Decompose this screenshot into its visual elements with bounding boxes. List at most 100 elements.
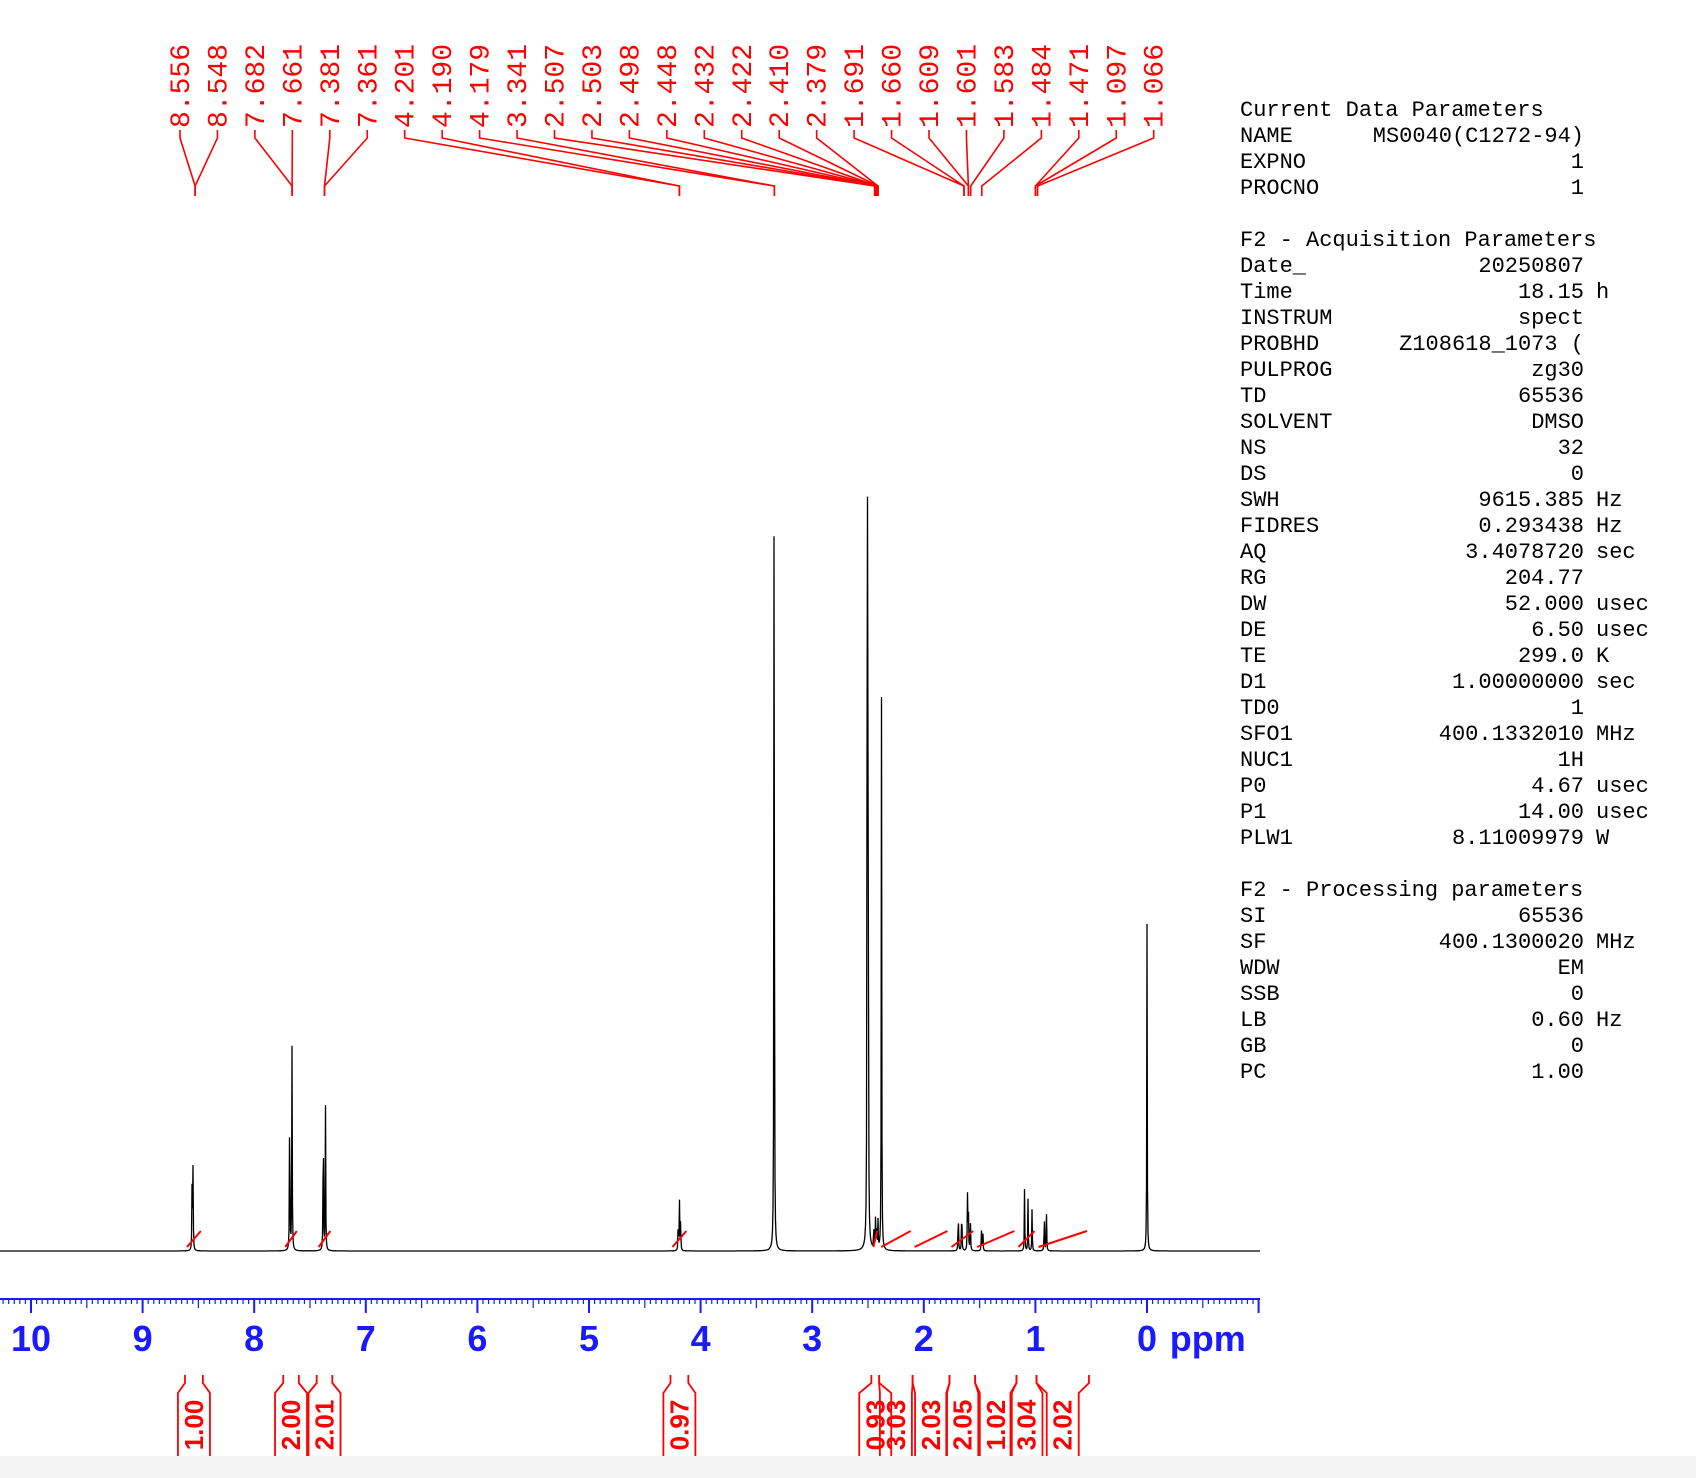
peak-label: 1.471 xyxy=(1066,44,1097,128)
acquisition-param-row: SWH 9615.385 Hz xyxy=(1240,488,1670,514)
integral-curve xyxy=(872,1230,879,1248)
integral-curve xyxy=(914,1230,948,1248)
param-value: 0 xyxy=(1570,1034,1584,1059)
integral-bracket xyxy=(1035,1375,1048,1457)
param-value: 18.15 xyxy=(1517,280,1584,305)
param-value: 204.77 xyxy=(1504,566,1584,591)
integral-bracket xyxy=(1077,1375,1090,1457)
acquisition-param-row: DE 6.50 usec xyxy=(1240,618,1670,644)
processing-param-row: GB 0 xyxy=(1240,1034,1670,1060)
integral-curve xyxy=(880,1230,912,1248)
acquisition-param-row: PLW1 8.11009979 W xyxy=(1240,826,1670,852)
param-name: DS xyxy=(1240,462,1267,487)
integral-bracket xyxy=(1009,1375,1018,1457)
peak-label-connector xyxy=(516,130,776,196)
integral-bracket xyxy=(974,1375,981,1457)
integral-bracket xyxy=(201,1375,211,1457)
integral-value: 3.03 xyxy=(881,1400,911,1451)
integral-curve xyxy=(1038,1230,1088,1248)
x-tick-label: 4 xyxy=(691,1318,711,1359)
integral-label-group: 1.00 2.00 2.01 0.97 0.933.03 2.03 2.05 1.02 3.04… xyxy=(177,1375,1090,1458)
param-name: NUC1 xyxy=(1240,748,1293,773)
peak-label-connector xyxy=(965,130,970,196)
integral-value: 0.93 xyxy=(860,1400,890,1451)
integral-curve xyxy=(950,1230,974,1248)
param-name: SSB xyxy=(1240,982,1280,1007)
acquisition-param-row: NS 32 xyxy=(1240,436,1670,462)
acquisition-param-row: D1 1.00000000 sec xyxy=(1240,670,1670,696)
peak-label: 7.361 xyxy=(354,44,385,128)
integral-curve xyxy=(1017,1230,1036,1248)
param-value: 32 xyxy=(1557,436,1584,461)
integral-value: 2.00 xyxy=(276,1400,306,1451)
peak-label: 2.507 xyxy=(542,44,573,128)
peak-label: 2.379 xyxy=(804,44,835,128)
param-value: spect xyxy=(1517,306,1584,331)
param-name: GB xyxy=(1240,1034,1267,1059)
integral-value: 1.00 xyxy=(179,1400,209,1451)
peak-label: 7.661 xyxy=(279,44,310,128)
param-unit: W xyxy=(1596,826,1610,851)
current-param-row: NAME MS0040(C1272-94) xyxy=(1240,124,1670,150)
peak-label: 1.484 xyxy=(1028,44,1059,128)
param-name: SOLVENT xyxy=(1240,410,1333,435)
integral-bracket xyxy=(911,1375,914,1457)
peak-label: 2.503 xyxy=(579,44,610,128)
x-tick-label: 5 xyxy=(579,1318,599,1359)
param-unit: Hz xyxy=(1596,1008,1623,1033)
param-unit: sec xyxy=(1596,670,1636,695)
param-value: 65536 xyxy=(1517,904,1584,929)
param-name: INSTRUM xyxy=(1240,306,1333,331)
acquisition-param-row: SOLVENT DMSO xyxy=(1240,410,1670,436)
param-name: RG xyxy=(1240,566,1267,591)
param-unit: K xyxy=(1596,644,1610,669)
x-tick-label: 10 xyxy=(11,1318,51,1359)
integral-bracket xyxy=(662,1375,672,1457)
integral-value: 2.03 xyxy=(916,1400,946,1451)
peak-label: 2.422 xyxy=(729,44,760,128)
peak-label: 2.410 xyxy=(766,44,797,128)
acquisition-param-row: FIDRES 0.293438 Hz xyxy=(1240,514,1670,540)
integral-bracket xyxy=(274,1375,285,1457)
integral-curve xyxy=(317,1230,332,1248)
processing-param-row: PC 1.00 xyxy=(1240,1060,1670,1086)
peak-label-group: 8.556 8.548 7.682 7.661 7.381 7.361 4.201 4.190… xyxy=(167,44,1172,196)
integral-bracket xyxy=(177,1375,186,1457)
peak-label-connector xyxy=(628,130,876,196)
processing-param-row: WDW EM xyxy=(1240,956,1670,982)
integral-value: 3.04 xyxy=(1011,1399,1041,1450)
integral-bracket xyxy=(307,1375,318,1457)
param-name: PC xyxy=(1240,1060,1267,1085)
peak-label: 1.583 xyxy=(991,44,1022,128)
param-value: 1H xyxy=(1557,748,1584,773)
integral-bracket xyxy=(858,1375,873,1457)
peak-label-connector xyxy=(1034,130,1080,196)
x-tick-label: 3 xyxy=(802,1318,822,1359)
peak-label: 1.609 xyxy=(916,44,947,128)
integral-value: 0.97 xyxy=(664,1400,694,1451)
integral-value: 2.02 xyxy=(1048,1400,1078,1451)
x-axis-unit-label: ppm xyxy=(1170,1318,1246,1359)
param-name: WDW xyxy=(1240,956,1280,981)
acquisition-params-title: F2 - Acquisition Parameters xyxy=(1240,228,1597,253)
integral-value: 2.05 xyxy=(947,1400,977,1451)
acquisition-param-row: P0 4.67 usec xyxy=(1240,774,1670,800)
peak-label: 7.381 xyxy=(317,44,348,128)
param-value: 0.60 xyxy=(1531,1008,1584,1033)
param-value: 400.1332010 xyxy=(1438,722,1584,747)
x-tick-label: 6 xyxy=(467,1318,487,1359)
param-name: FIDRES xyxy=(1240,514,1320,539)
acquisition-param-row: DS 0 xyxy=(1240,462,1670,488)
peak-label: 1.660 xyxy=(879,44,910,128)
param-name: PLW1 xyxy=(1240,826,1293,851)
param-value: 0 xyxy=(1570,462,1584,487)
param-value: 0.293438 xyxy=(1478,514,1584,539)
param-name: SWH xyxy=(1240,488,1280,513)
peak-label-connector xyxy=(666,130,877,196)
x-axis: 10 9 8 7 6 5 4 3 2 1 0 ppm xyxy=(0,1298,1260,1359)
peak-label: 2.432 xyxy=(691,44,722,128)
param-name: LB xyxy=(1240,1008,1267,1033)
peak-label: 4.201 xyxy=(392,44,423,128)
peak-label-connector xyxy=(1034,130,1118,196)
param-name: SF xyxy=(1240,930,1267,955)
